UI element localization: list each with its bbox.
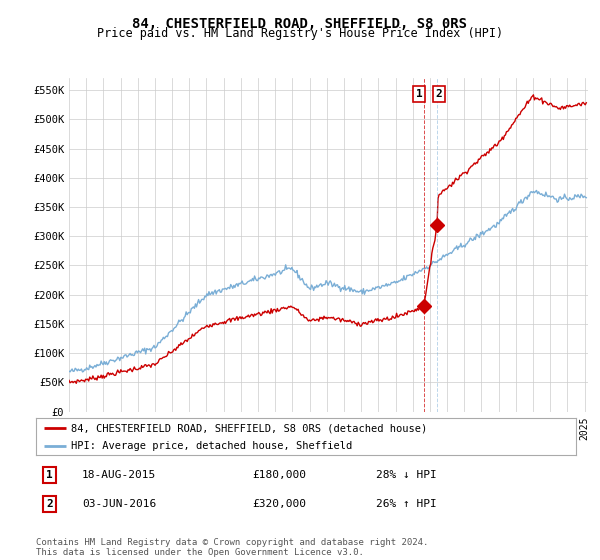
- Text: HPI: Average price, detached house, Sheffield: HPI: Average price, detached house, Shef…: [71, 441, 352, 451]
- Text: 1: 1: [46, 470, 53, 480]
- Text: Price paid vs. HM Land Registry's House Price Index (HPI): Price paid vs. HM Land Registry's House …: [97, 27, 503, 40]
- Text: 84, CHESTERFIELD ROAD, SHEFFIELD, S8 0RS (detached house): 84, CHESTERFIELD ROAD, SHEFFIELD, S8 0RS…: [71, 423, 427, 433]
- Text: 1: 1: [416, 89, 422, 99]
- Text: 2: 2: [46, 500, 53, 509]
- Text: £180,000: £180,000: [252, 470, 306, 480]
- Text: 2: 2: [436, 89, 442, 99]
- Text: £320,000: £320,000: [252, 500, 306, 509]
- Text: 26% ↑ HPI: 26% ↑ HPI: [376, 500, 437, 509]
- Text: 03-JUN-2016: 03-JUN-2016: [82, 500, 156, 509]
- Text: 18-AUG-2015: 18-AUG-2015: [82, 470, 156, 480]
- Text: 84, CHESTERFIELD ROAD, SHEFFIELD, S8 0RS: 84, CHESTERFIELD ROAD, SHEFFIELD, S8 0RS: [133, 17, 467, 31]
- Text: 28% ↓ HPI: 28% ↓ HPI: [376, 470, 437, 480]
- Text: Contains HM Land Registry data © Crown copyright and database right 2024.
This d: Contains HM Land Registry data © Crown c…: [36, 538, 428, 557]
